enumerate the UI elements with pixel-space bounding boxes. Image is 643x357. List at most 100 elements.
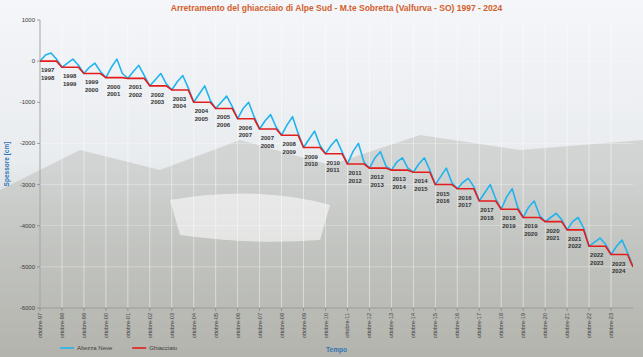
series-group: [40, 53, 633, 267]
chart: -6000-5000-4000-3000-2000-100001000ottob…: [0, 0, 643, 357]
annotation: 2002: [129, 92, 143, 98]
background-mountain: [0, 135, 643, 357]
x-tick: [523, 308, 524, 311]
y-tick: [37, 184, 40, 185]
x-tick-label: ottobre-09: [301, 313, 307, 338]
annotation: 2001: [129, 84, 143, 90]
x-tick-label: ottobre-17: [476, 313, 482, 338]
y-tick-label: 0: [32, 58, 36, 64]
annotation: 2021: [546, 235, 560, 241]
grid-line-x: [391, 20, 392, 308]
annotation: 2015: [414, 186, 428, 192]
legend-swatch: [132, 347, 146, 349]
annotation: 2016: [436, 198, 450, 204]
grid-line-x: [215, 20, 216, 308]
grid-line-y: [40, 308, 633, 309]
grid-line-x: [479, 20, 480, 308]
y-tick: [37, 61, 40, 62]
grid-line-x: [61, 20, 62, 308]
x-tick: [347, 308, 348, 311]
x-tick-label: ottobre-99: [81, 313, 87, 338]
annotation: 2024: [612, 268, 626, 274]
annotation: 2000: [85, 87, 99, 93]
x-tick-label: ottobre-15: [432, 313, 438, 338]
x-tick: [83, 308, 84, 311]
grid-line-x: [193, 20, 194, 308]
x-tick: [545, 308, 546, 311]
annotation: 2008: [261, 143, 275, 149]
grid-line-x: [501, 20, 502, 308]
annotation: 2010: [305, 161, 319, 167]
annotation: 2003: [151, 99, 165, 105]
y-tick-label: -5000: [20, 264, 36, 270]
annotation: 2019: [502, 223, 516, 229]
grid-line-x: [83, 20, 84, 308]
grid-line-x: [127, 20, 128, 308]
annotation: 2010: [327, 160, 341, 166]
annotation: 2003: [173, 96, 187, 102]
annotation: 1998: [41, 75, 55, 81]
annotation: 2004: [173, 103, 187, 109]
annotation: 2017: [458, 202, 472, 208]
x-tick-label: ottobre-11: [344, 313, 350, 338]
x-tick: [281, 308, 282, 311]
title: Arretramento del ghiacciaio di Alpe Sud …: [171, 3, 503, 13]
grid-line-x: [369, 20, 370, 308]
grid-line-x: [457, 20, 458, 308]
annotation: 2019: [524, 223, 538, 229]
x-tick-label: ottobre-98: [59, 313, 65, 338]
x-tick: [413, 308, 414, 311]
grid-line-x: [237, 20, 238, 308]
x-tick: [215, 308, 216, 311]
x-tick-label: ottobre-05: [213, 313, 219, 338]
x-tick-label: ottobre-03: [169, 313, 175, 338]
y-tick: [37, 143, 40, 144]
annotation: 1999: [85, 79, 99, 85]
annotation: 2007: [239, 132, 253, 138]
annotation: 2007: [261, 135, 275, 141]
annotation: 2011: [348, 170, 362, 176]
grid-line-x: [105, 20, 106, 308]
x-tick-label: ottobre-19: [520, 313, 526, 338]
grid-line-x: [545, 20, 546, 308]
annotation: 2014: [414, 178, 428, 184]
y-tick-label: -1000: [20, 99, 36, 105]
x-tick: [501, 308, 502, 311]
y-axis-title: Spessore [cm]: [3, 142, 11, 187]
x-tick-label: ottobre-02: [147, 313, 153, 338]
grid-line-x: [149, 20, 150, 308]
background: [0, 0, 643, 357]
annotation: 2023: [612, 261, 626, 267]
x-tick-label: ottobre-22: [586, 313, 592, 338]
annotation: 2020: [546, 228, 560, 234]
x-axis-line: [40, 308, 633, 309]
annotation: 2004: [195, 108, 209, 114]
x-tick-label: ottobre-16: [454, 313, 460, 338]
grid-line-y: [40, 225, 633, 226]
x-tick: [40, 308, 41, 311]
annotation: 2022: [590, 252, 604, 258]
grid-line-x: [40, 20, 41, 308]
legend-label: Ghiacciaio: [149, 345, 178, 351]
annotation: 2013: [370, 182, 384, 188]
x-tick: [303, 308, 304, 311]
x-tick-label: ottobre-07: [257, 313, 263, 338]
annotation: 2014: [392, 184, 406, 190]
annotation: 2012: [370, 174, 384, 180]
annotation: 1997: [41, 67, 55, 73]
annotation: 2018: [502, 215, 516, 221]
x-tick: [479, 308, 480, 311]
x-tick: [589, 308, 590, 311]
x-tick-label: ottobre-04: [191, 313, 197, 338]
page: {"chart_data": { "type": "line", "title"…: [0, 0, 643, 357]
x-tick-label: ottobre-23: [608, 313, 614, 338]
x-tick-label: ottobre-00: [103, 313, 109, 338]
x-tick-label: ottobre-13: [388, 313, 394, 338]
x-tick: [105, 308, 106, 311]
annotation: 2005: [217, 114, 231, 120]
grid-line-y: [40, 143, 633, 144]
y-tick: [37, 225, 40, 226]
x-axis-title: Tempo: [326, 346, 347, 354]
x-tick-label: ottobre-18: [498, 313, 504, 338]
annotation: 2023: [590, 260, 604, 266]
